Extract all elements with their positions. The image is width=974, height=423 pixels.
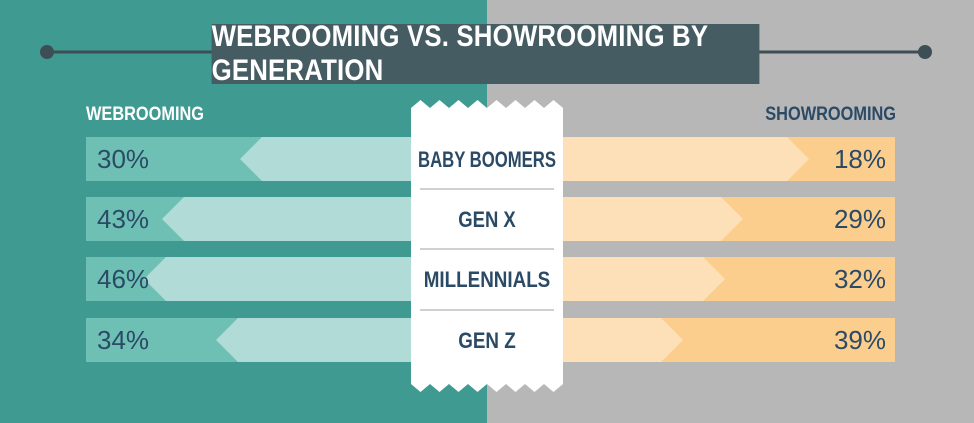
webrooming-value-label: 43% <box>97 204 149 234</box>
category-label: GEN X <box>458 207 516 232</box>
webrooming-value-label: 30% <box>97 144 149 174</box>
ticket-shape <box>411 100 563 392</box>
title-rule-dot-left <box>40 45 54 59</box>
title-rule-dot-right <box>918 45 932 59</box>
category-label: GEN Z <box>458 328 516 353</box>
showrooming-bar <box>703 257 895 301</box>
category-label: MILLENNIALS <box>424 267 551 292</box>
webrooming-bar <box>240 137 420 181</box>
webrooming-bar <box>216 318 420 362</box>
showrooming-value-label: 18% <box>834 144 886 174</box>
showrooming-bar <box>661 318 895 362</box>
labels-layer: 30% 18% 43% 29% 46% 32% 34% 39% <box>97 144 886 355</box>
bars-layer <box>86 137 895 362</box>
showrooming-bar <box>721 197 895 241</box>
webrooming-value-label: 46% <box>97 264 149 294</box>
category-ticket: BABY BOOMERS GEN X MILLENNIALS GEN Z <box>411 100 563 392</box>
webrooming-value-label: 34% <box>97 325 149 355</box>
showrooming-value-label: 29% <box>834 204 886 234</box>
webrooming-bar <box>162 197 420 241</box>
category-label: BABY BOOMERS <box>418 147 556 172</box>
showrooming-bar <box>787 137 895 181</box>
webrooming-bar <box>144 257 420 301</box>
showrooming-value-label: 39% <box>834 325 886 355</box>
showrooming-value-label: 32% <box>834 264 886 294</box>
